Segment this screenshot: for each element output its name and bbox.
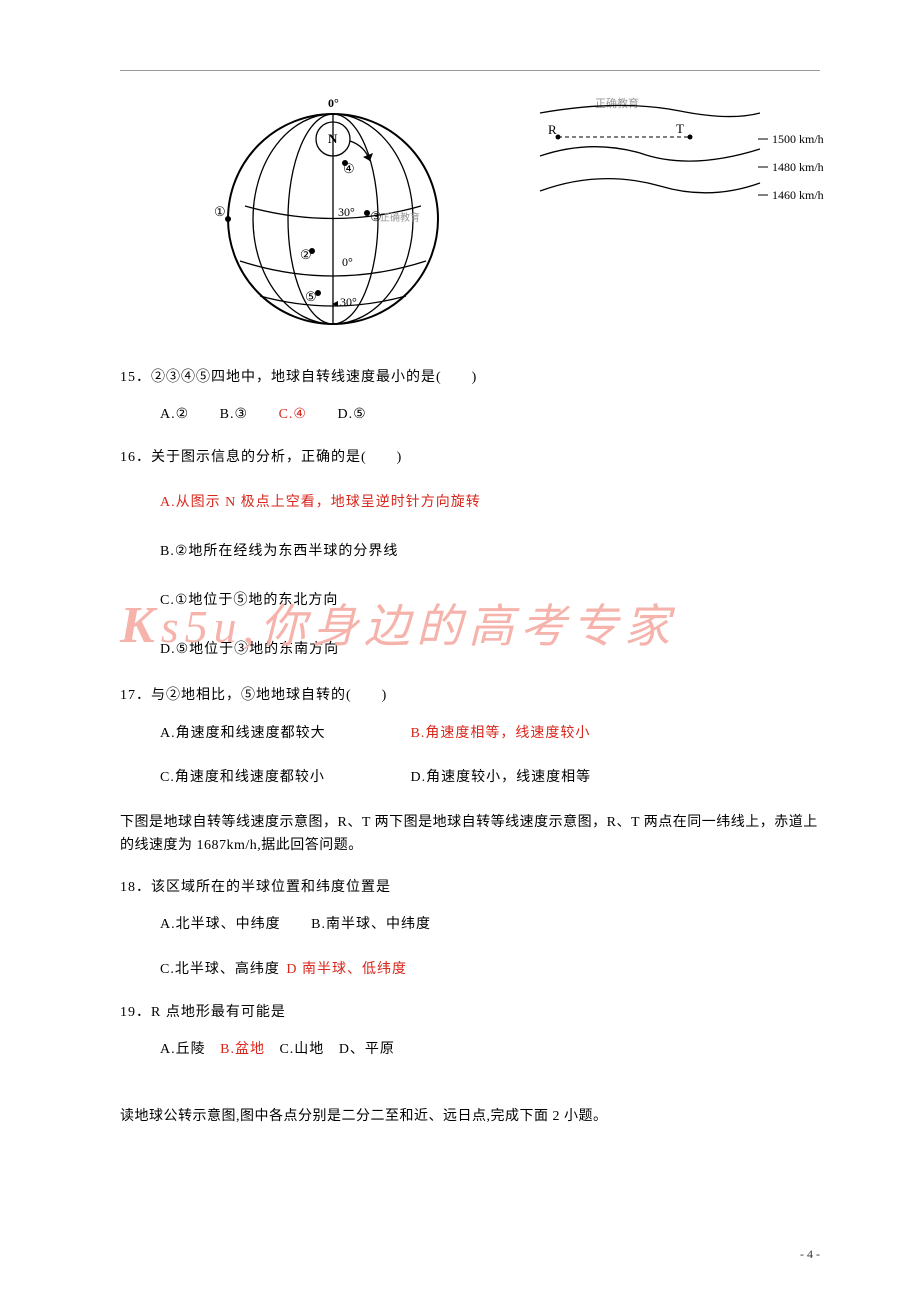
q18-stem: 该区域所在的半球位置和纬度位置是 [151,880,391,895]
q15-opt-d: D.⑤ [337,400,366,431]
q17-opt-d: D.角速度较小，线速度相等 [411,763,592,794]
label-0-top: 0° [328,96,339,110]
q19-number: 19． [120,1005,151,1020]
label-30n: 30° [338,205,355,219]
q15-stem: ②③④⑤四地中，地球自转线速度最小的是( ) [151,370,477,385]
inner-watermark-globe: 正确教育 [380,211,420,224]
globe-svg: 0° N ④ 30° ③ 正确教育 ① ② 0° ⑤ 30° [210,91,456,331]
q16-number: 16． [120,450,151,465]
label-30s: 30° [340,295,357,309]
speed-1500: 1500 km/h [772,132,824,146]
page-number: - 4 - [800,1247,820,1262]
q19-opt-b: B.盆地 [220,1035,265,1066]
inner-watermark-isoline: 正确教育 [595,96,639,110]
q18-opt-b: B.南半球、中纬度 [311,910,431,941]
q16-opt-b: B.②地所在经线为东西半球的分界线 [160,537,820,568]
speed-1460: 1460 km/h [772,188,824,202]
q15-opt-b: B.③ [220,400,248,431]
q19-stem: R 点地形最有可能是 [151,1005,286,1020]
label-R: R [548,122,557,137]
q15-options: A.② B.③ C.④ D.⑤ [160,400,820,431]
q16-opt-a: A.从图示 N 极点上空看，地球呈逆时针方向旋转 [160,488,820,519]
q17-number: 17． [120,688,151,703]
q18-options: A.北半球、中纬度 B.南半球、中纬度 C.北半球、高纬度 D 南半球、低纬度 [160,910,820,986]
q18-opt-a: A.北半球、中纬度 [160,910,281,941]
q19-opt-c: C.山地 [279,1035,324,1066]
top-rule [120,70,820,71]
q17-options: A.角速度和线速度都较大 B.角速度相等，线速度较小 C.角速度和线速度都较小 … [160,719,820,795]
marker-1: ① [214,204,226,219]
q19-opt-d: D、平原 [339,1035,395,1066]
globe-diagram: 0° N ④ 30° ③ 正确教育 ① ② 0° ⑤ 30° [210,91,456,336]
q18: 18．该区域所在的半球位置和纬度位置是 [120,875,820,900]
q17-opt-c: C.角速度和线速度都较小 [160,763,380,794]
passage-2: 下图是地球自转等线速度示意图，R、T 两下图是地球自转等线速度示意图，R、T 两… [120,812,820,857]
label-equator: 0° [342,255,353,269]
q19: 19．R 点地形最有可能是 [120,1000,820,1025]
q16-opt-c: C.①地位于⑤地的东北方向 [160,586,820,617]
passage-3: 读地球公转示意图,图中各点分别是二分二至和近、远日点,完成下面 2 小题。 [120,1106,820,1128]
q16-opt-d: D.⑤地位于③地的东南方向 [160,635,820,666]
q17: 17．与②地相比，⑤地地球自转的( ) [120,683,820,708]
marker-5: ⑤ [305,289,317,304]
q16: 16．关于图示信息的分析，正确的是( ) [120,445,820,470]
q15: 15．②③④⑤四地中，地球自转线速度最小的是( ) [120,365,820,390]
isoline-svg: 正确教育 R T 1500 km/h 1480 km/h 1460 [530,91,840,231]
q17-stem: 与②地相比，⑤地地球自转的( ) [151,688,387,703]
q15-opt-c: C.④ [279,400,307,431]
exam-page: 0° N ④ 30° ③ 正确教育 ① ② 0° ⑤ 30° [0,0,920,1302]
q18-opt-c: C.北半球、高纬度 [160,955,280,986]
q15-opt-a: A.② [160,400,189,431]
q19-opt-a: A.丘陵 [160,1035,206,1066]
q16-options: A.从图示 N 极点上空看，地球呈逆时针方向旋转 B.②地所在经线为东西半球的分… [160,488,820,665]
q16-stem: 关于图示信息的分析，正确的是( ) [151,450,402,465]
speed-1480: 1480 km/h [772,160,824,174]
q15-number: 15． [120,370,151,385]
q17-opt-b: B.角速度相等，线速度较小 [411,719,591,750]
figures-row: 0° N ④ 30° ③ 正确教育 ① ② 0° ⑤ 30° [120,91,820,351]
label-N: N [328,131,338,146]
label-T: T [676,121,684,136]
q18-number: 18． [120,880,151,895]
q19-options: A.丘陵 B.盆地 C.山地 D、平原 [160,1035,820,1066]
q18-opt-d: D 南半球、低纬度 [286,955,407,986]
q17-opt-a: A.角速度和线速度都较大 [160,719,380,750]
isoline-diagram: 正确教育 R T 1500 km/h 1480 km/h 1460 [530,91,840,236]
